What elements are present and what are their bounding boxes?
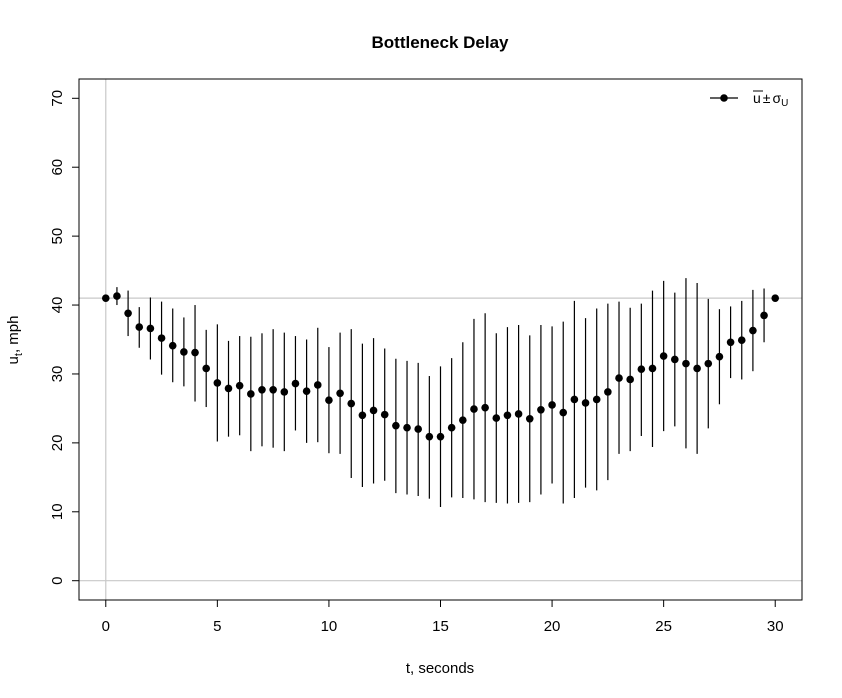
chart-title: Bottleneck Delay — [372, 33, 510, 52]
y-axis-title-main: u — [5, 356, 22, 364]
data-point — [180, 348, 188, 356]
x-tick-label: 20 — [544, 618, 561, 635]
data-point — [369, 406, 378, 415]
data-point — [213, 379, 222, 387]
data-point — [604, 388, 612, 396]
reference-lines — [79, 79, 802, 600]
data-point — [671, 355, 679, 364]
data-point — [492, 414, 501, 422]
data-point — [135, 323, 144, 331]
y-tick-label: 20 — [49, 435, 66, 452]
data-point — [693, 364, 701, 373]
data-point — [771, 294, 780, 302]
legend-symbol: u — [753, 90, 761, 106]
data-point — [459, 416, 467, 424]
data-point — [525, 414, 534, 423]
data-point — [760, 311, 768, 320]
data-point — [470, 405, 478, 413]
data-point — [124, 309, 132, 318]
x-tick-label: 25 — [655, 618, 672, 635]
y-tick-label: 0 — [49, 577, 66, 585]
y-axis: 0 10 20 30 40 50 60 70 — [49, 90, 80, 585]
data-point — [514, 410, 523, 418]
data-point — [570, 395, 579, 404]
data-point — [168, 341, 177, 350]
data-point — [269, 386, 277, 394]
data-point — [537, 405, 545, 414]
data-point — [191, 348, 199, 357]
data-point — [258, 386, 266, 394]
data-point — [235, 381, 244, 390]
y-tick-label: 40 — [49, 297, 66, 314]
y-tick-label: 30 — [49, 366, 66, 383]
x-axis-title: t, seconds — [406, 660, 474, 677]
x-axis: 0 5 10 15 20 25 30 — [102, 599, 784, 635]
y-axis-title-rest: , mph — [5, 316, 22, 354]
data-point — [436, 432, 445, 441]
x-tick-label: 30 — [767, 618, 784, 635]
legend-marker — [720, 94, 728, 102]
data-point — [704, 359, 713, 368]
data-point — [481, 403, 489, 412]
legend-pm: ± — [763, 90, 771, 106]
data-point — [447, 423, 456, 432]
data-point — [737, 336, 746, 344]
data-point — [592, 395, 601, 404]
legend: u ± σU — [710, 90, 788, 109]
y-tick-label: 50 — [49, 228, 66, 245]
data-point — [425, 432, 434, 441]
data-point — [280, 388, 289, 396]
plot-frame — [78, 78, 803, 601]
data-point — [347, 399, 356, 408]
data-point — [682, 359, 690, 368]
error-bars — [116, 278, 765, 507]
data-point — [659, 352, 668, 360]
x-tick-label: 10 — [321, 618, 338, 635]
y-tick-label: 60 — [49, 159, 66, 176]
data-point — [726, 338, 735, 347]
data-point — [358, 411, 367, 420]
data-point — [313, 381, 322, 389]
data-point — [302, 387, 311, 395]
y-axis-title: ut, mph — [5, 316, 25, 365]
x-tick-label: 0 — [102, 618, 110, 635]
data-point — [336, 389, 344, 398]
data-point — [626, 375, 634, 384]
legend-sigma: σ — [772, 90, 781, 106]
data-point — [749, 326, 757, 335]
data-point — [559, 408, 568, 417]
data-point — [146, 324, 155, 333]
data-point — [581, 399, 590, 407]
data-point — [291, 379, 300, 388]
y-tick-label: 10 — [49, 503, 66, 520]
data-point — [648, 364, 657, 373]
data-point — [157, 334, 166, 342]
data-point — [202, 364, 210, 373]
data-point — [247, 390, 255, 398]
data-point — [113, 292, 121, 300]
data-point — [325, 396, 333, 404]
data-point — [615, 374, 623, 382]
data-point — [715, 352, 724, 361]
y-tick-label: 70 — [49, 90, 66, 107]
data-point — [392, 421, 400, 430]
data-point — [403, 423, 411, 432]
data-points — [101, 292, 780, 441]
data-point — [101, 294, 110, 302]
data-point — [414, 425, 422, 433]
data-point — [548, 401, 556, 409]
x-tick-label: 5 — [213, 618, 221, 635]
data-point — [380, 410, 389, 419]
y-axis-title-subscript: t — [13, 353, 25, 356]
legend-sigma-sub: U — [781, 98, 788, 109]
data-point — [224, 384, 233, 393]
legend-label: u ± σU — [753, 90, 788, 109]
data-point — [637, 365, 646, 373]
x-tick-label: 15 — [432, 618, 449, 635]
data-point — [503, 411, 512, 420]
